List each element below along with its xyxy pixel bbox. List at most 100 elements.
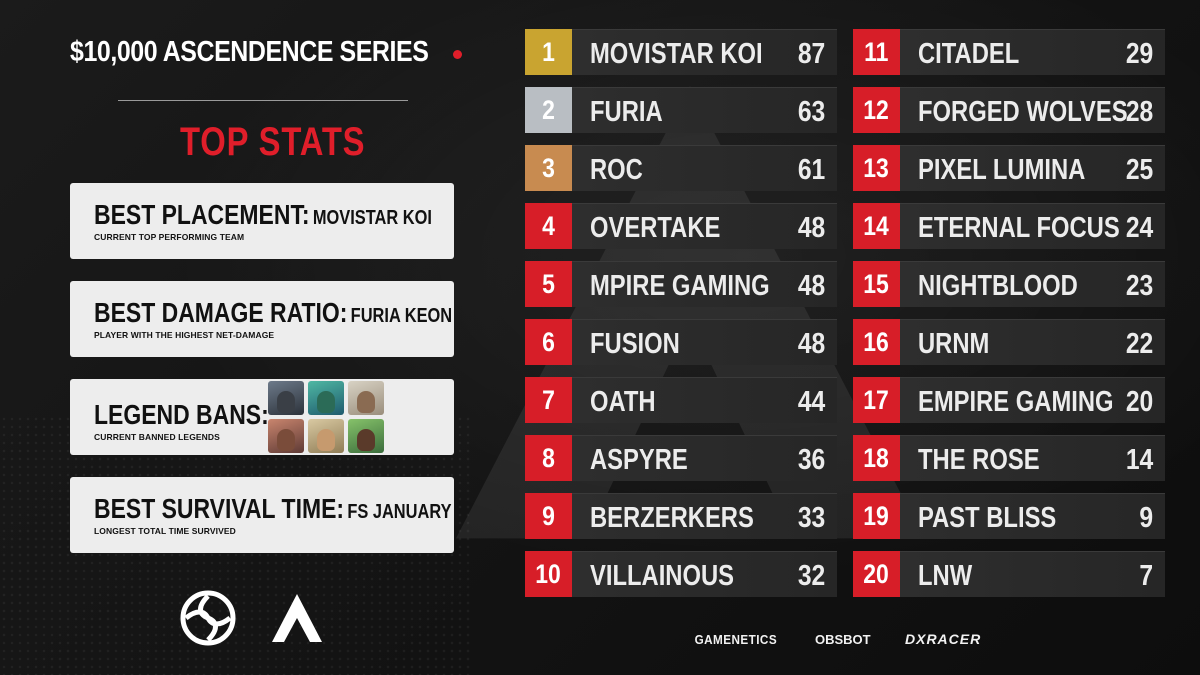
- team-cell: PIXEL LUMINA 25: [900, 145, 1165, 191]
- legend-portrait-icon: [348, 381, 384, 415]
- stat-card-best-survival-time: BEST SURVIVAL TIME: FS JANUARY LONGEST TO…: [70, 477, 454, 553]
- rank-badge: 4: [525, 203, 572, 249]
- team-points: 48: [797, 328, 825, 360]
- rank-badge: 13: [853, 145, 900, 191]
- team-points: 24: [1125, 212, 1153, 244]
- banned-legends-grid: [268, 381, 384, 453]
- standings-row: 3 ROC 61: [525, 145, 837, 191]
- stat-subtitle: CURRENT TOP PERFORMING TEAM: [94, 232, 245, 242]
- stat-subtitle: CURRENT BANNED LEGENDS: [94, 432, 220, 442]
- team-points: 9: [1139, 502, 1153, 534]
- team-points: 44: [797, 386, 825, 418]
- team-cell: OATH 44: [572, 377, 837, 423]
- stat-value: MOVISTAR KOI: [312, 207, 432, 229]
- standings-row: 19 PAST BLISS 9: [853, 493, 1165, 539]
- team-name: FORGED WOLVES: [918, 96, 1128, 128]
- team-name: ROC: [590, 154, 643, 186]
- legend-portrait-icon: [268, 419, 304, 453]
- stat-subtitle: LONGEST TOTAL TIME SURVIVED: [94, 526, 236, 536]
- stat-label: BEST DAMAGE RATIO:: [94, 297, 348, 328]
- team-points: 87: [797, 38, 825, 70]
- rank-number: 10: [535, 558, 562, 589]
- team-name: PAST BLISS: [918, 502, 1057, 534]
- standings-row: 20 LNW 7: [853, 551, 1165, 597]
- rank-number: 6: [542, 326, 555, 357]
- rank-badge: 7: [525, 377, 572, 423]
- team-name: PIXEL LUMINA: [918, 154, 1086, 186]
- rank-number: 14: [863, 210, 890, 241]
- team-cell: OVERTAKE 48: [572, 203, 837, 249]
- team-name: MPIRE GAMING: [590, 270, 770, 302]
- team-points: 33: [797, 502, 825, 534]
- team-points: 20: [1125, 386, 1153, 418]
- stat-card-best-placement: BEST PLACEMENT: MOVISTAR KOI CURRENT TOP …: [70, 183, 454, 259]
- team-points: 14: [1125, 444, 1153, 476]
- background-emblem-icon: [456, 86, 924, 539]
- standings-row: 14 ETERNAL FOCUS 24: [853, 203, 1165, 249]
- team-points: 61: [797, 154, 825, 186]
- divider: [118, 100, 408, 101]
- team-name: ASPYRE: [590, 444, 688, 476]
- team-points: 28: [1125, 96, 1153, 128]
- rank-number: 3: [542, 152, 555, 183]
- standings-row: 6 FUSION 48: [525, 319, 837, 365]
- team-cell: THE ROSE 14: [900, 435, 1165, 481]
- team-cell: LNW 7: [900, 551, 1165, 597]
- standings-row: 16 URNM 22: [853, 319, 1165, 365]
- sponsor-name: DXRACER: [905, 631, 982, 647]
- standings-row: 15 NIGHTBLOOD 23: [853, 261, 1165, 307]
- team-cell: EMPIRE GAMING 20: [900, 377, 1165, 423]
- sponsor-dxracer: DXRACER: [905, 630, 981, 648]
- legend-portrait-icon: [268, 381, 304, 415]
- team-points: 63: [797, 96, 825, 128]
- team-cell: FURIA 63: [572, 87, 837, 133]
- page-title: $10,000 ASCENDENCE SERIES: [70, 36, 429, 68]
- sponsor-obsbot: OBSBOT: [815, 630, 871, 648]
- standings-row: 2 FURIA 63: [525, 87, 837, 133]
- team-name: EMPIRE GAMING: [918, 386, 1114, 418]
- section-title: TOP STATS: [180, 120, 366, 164]
- rank-badge: 6: [525, 319, 572, 365]
- rank-badge: 15: [853, 261, 900, 307]
- team-name: BERZERKERS: [590, 502, 754, 534]
- standings-row: 11 CITADEL 29: [853, 29, 1165, 75]
- team-name: FURIA: [590, 96, 663, 128]
- standings-row: 10 VILLAINOUS 32: [525, 551, 837, 597]
- tournament-organizer-logo-icon: [180, 590, 236, 646]
- team-cell: ROC 61: [572, 145, 837, 191]
- team-name: LNW: [918, 560, 973, 592]
- team-name: URNM: [918, 328, 990, 360]
- team-name: ETERNAL FOCUS: [918, 212, 1120, 244]
- team-cell: CITADEL 29: [900, 29, 1165, 75]
- team-name: FUSION: [590, 328, 680, 360]
- stat-card-best-damage-ratio: BEST DAMAGE RATIO: FURIA KEON PLAYER WITH…: [70, 281, 454, 357]
- team-name: OVERTAKE: [590, 212, 721, 244]
- rank-badge: 9: [525, 493, 572, 539]
- team-cell: MOVISTAR KOI 87: [572, 29, 837, 75]
- team-cell: BERZERKERS 33: [572, 493, 837, 539]
- team-name: OATH: [590, 386, 656, 418]
- standings-row: 7 OATH 44: [525, 377, 837, 423]
- team-cell: PAST BLISS 9: [900, 493, 1165, 539]
- team-cell: FORGED WOLVES 28: [900, 87, 1165, 133]
- rank-number: 4: [542, 210, 555, 241]
- rank-number: 16: [863, 326, 890, 357]
- rank-number: 17: [863, 384, 890, 415]
- team-points: 22: [1125, 328, 1153, 360]
- legend-portrait-icon: [348, 419, 384, 453]
- team-name: VILLAINOUS: [590, 560, 735, 592]
- rank-badge: 12: [853, 87, 900, 133]
- rank-badge: 20: [853, 551, 900, 597]
- standings-row: 9 BERZERKERS 33: [525, 493, 837, 539]
- team-points: 7: [1139, 560, 1153, 592]
- stat-value: FURIA KEON: [350, 305, 453, 327]
- team-points: 29: [1125, 38, 1153, 70]
- team-points: 48: [797, 212, 825, 244]
- stat-label: BEST PLACEMENT:: [94, 199, 310, 230]
- rank-number: 9: [542, 500, 555, 531]
- rank-badge: 2: [525, 87, 572, 133]
- rank-number: 8: [542, 442, 555, 473]
- rank-number: 7: [542, 384, 555, 415]
- stat-label: LEGEND BANS:: [94, 399, 269, 430]
- rank-badge: 3: [525, 145, 572, 191]
